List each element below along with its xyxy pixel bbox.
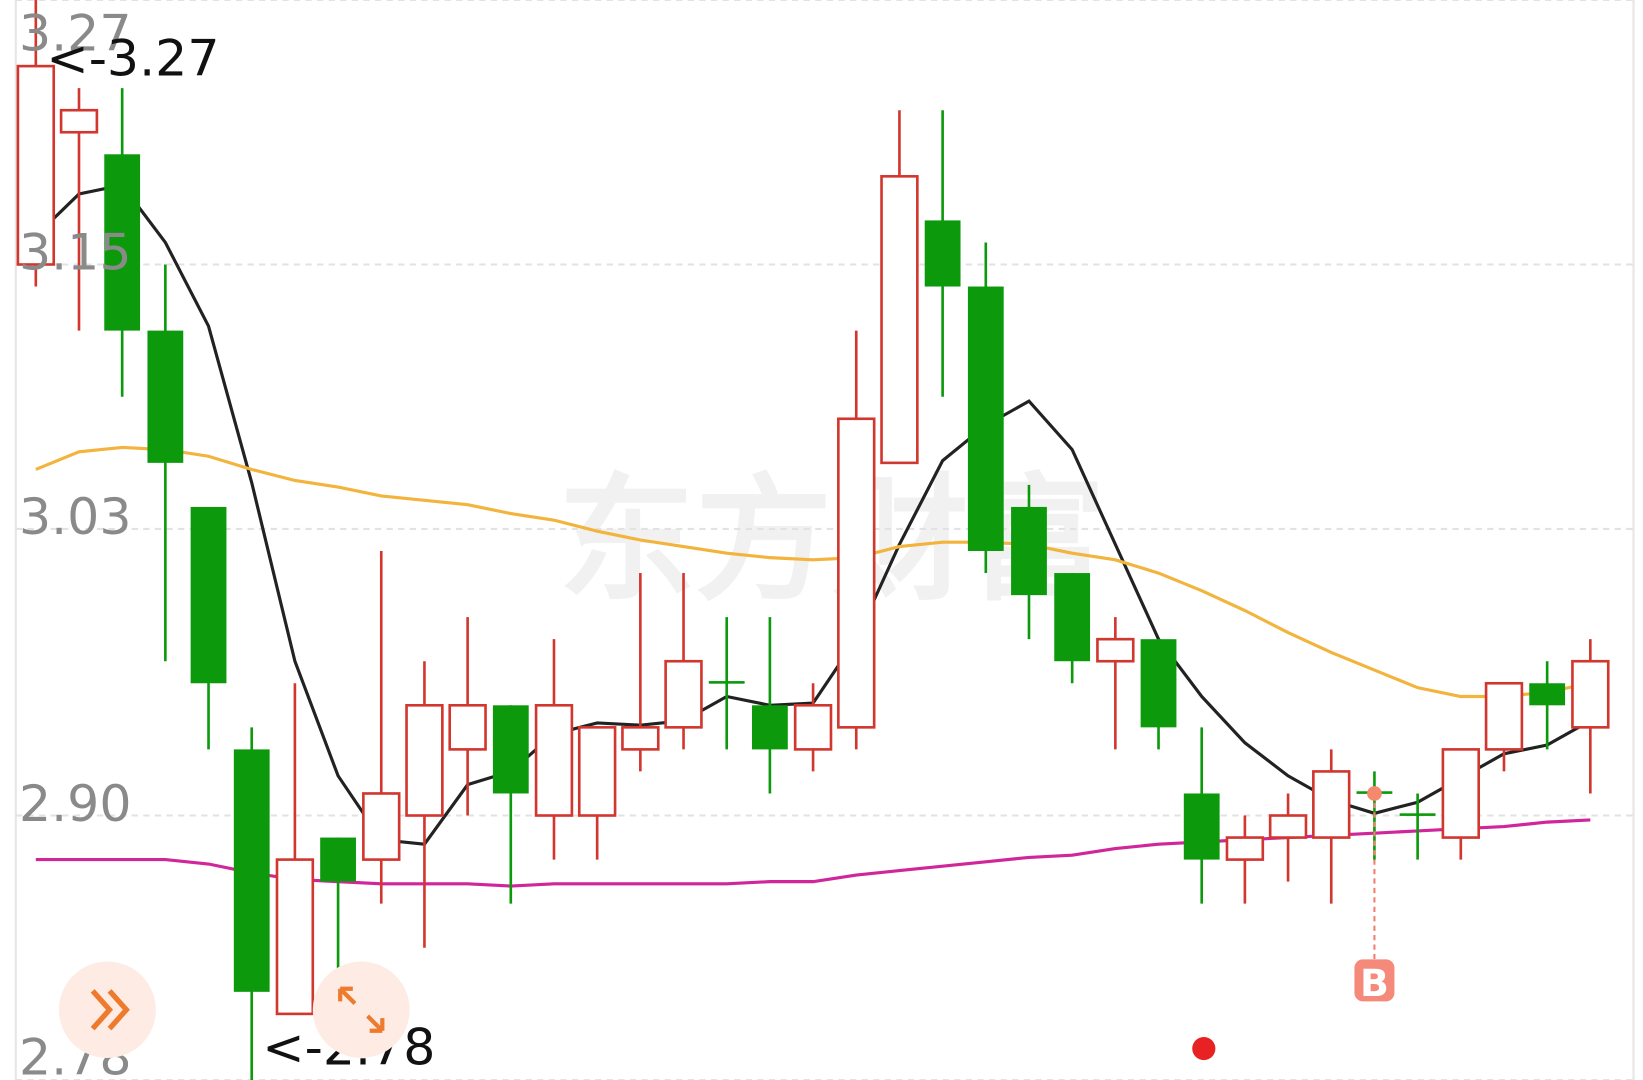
candle-body <box>577 726 617 817</box>
candle-body <box>751 705 788 750</box>
candle-body <box>837 417 876 729</box>
candle-body <box>534 703 574 817</box>
candle-body <box>275 858 315 1016</box>
icon-bg[interactable] <box>312 961 410 1058</box>
y-tick-label: 3.15 <box>19 223 132 282</box>
candle-body <box>59 108 99 134</box>
y-tick-label: 2.90 <box>19 774 132 833</box>
candle-body <box>1441 748 1481 839</box>
candle-body <box>362 792 401 861</box>
candle-body <box>793 703 833 751</box>
expand-icon-group[interactable] <box>312 961 410 1058</box>
candle-body <box>1484 681 1524 751</box>
candle-body <box>664 659 703 729</box>
candle-body <box>1011 506 1047 596</box>
candle-body <box>405 703 444 817</box>
labels: 3.273.153.032.902.78<-3.27<-2.78B <box>19 3 1395 1080</box>
candle-body <box>924 220 961 287</box>
candles <box>16 0 1610 1080</box>
candle-body <box>320 837 356 882</box>
candle-body <box>233 749 270 992</box>
signal-point <box>1367 786 1382 801</box>
candle-body <box>1268 814 1308 839</box>
candle-body <box>1054 573 1091 662</box>
candle-body <box>967 286 1004 552</box>
signal-badge <box>1354 959 1395 1002</box>
candle-body <box>1529 683 1566 706</box>
candle-body <box>147 330 184 463</box>
candle-body <box>448 703 487 751</box>
candle-body <box>1312 770 1351 839</box>
grid <box>15 0 1634 1080</box>
signal-label: B <box>1360 961 1389 1005</box>
candle-body <box>190 506 227 684</box>
expand-icon[interactable] <box>338 986 385 1033</box>
candle-body <box>1140 639 1177 728</box>
extreme-label: <-3.27 <box>46 29 219 88</box>
candle-body <box>492 705 529 794</box>
candle-body <box>1225 836 1265 861</box>
candle-body <box>1183 793 1220 860</box>
candle-body <box>1399 813 1436 816</box>
candle-body <box>1571 659 1610 729</box>
signal-dot <box>1192 1037 1216 1061</box>
y-tick-label: 3.27 <box>19 3 132 62</box>
ma-line <box>35 445 1591 699</box>
candle-body <box>880 175 919 465</box>
candle-body <box>16 64 56 266</box>
toolbar-icon[interactable] <box>58 961 156 1058</box>
y-tick-label: 3.03 <box>19 487 132 546</box>
candle-body <box>621 726 660 751</box>
candle-body <box>1096 637 1135 663</box>
chevron-icon[interactable] <box>90 989 130 1031</box>
candle-body <box>708 681 745 684</box>
candle-body <box>104 154 141 331</box>
